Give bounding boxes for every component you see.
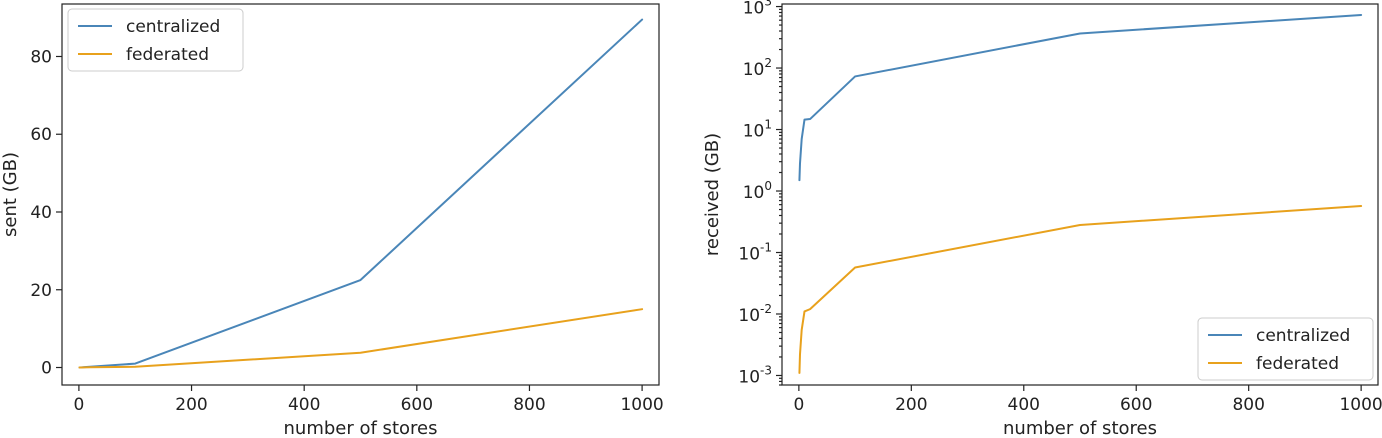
right-y-tick-label: 10-3	[738, 363, 772, 387]
right-x-tick-label: 600	[1120, 395, 1152, 415]
right-legend-label-centralized: centralized	[1256, 326, 1350, 346]
left-legend: centralized federated	[67, 8, 244, 72]
right-x-tick-label: 0	[793, 395, 804, 415]
right-legend-label-federated: federated	[1256, 354, 1339, 374]
right-y-axis-label: received (GB)	[702, 133, 723, 256]
right-y-tick-label: 10-2	[738, 302, 772, 326]
left-y-tick-label: 40	[30, 203, 52, 223]
right-y-tick-label: 100	[743, 179, 772, 203]
right-series-line-centralized	[798, 13, 1363, 182]
right-chart-panel: 0 200 400 600 800 1000 10-3 10-2 10-1 100 101 102 10…	[702, 0, 1382, 438]
right-legend-box	[1197, 317, 1374, 381]
right-y-tick-label: 103	[743, 0, 772, 19]
left-y-tick-label: 80	[30, 47, 52, 67]
left-series-line-federated	[78, 308, 644, 369]
left-x-tick-label: 800	[513, 395, 545, 415]
left-legend-box	[67, 8, 244, 72]
left-x-tick-label: 0	[73, 395, 84, 415]
right-x-tick-label: 200	[895, 395, 927, 415]
right-x-tick-label: 1000	[1339, 395, 1382, 415]
left-series-line-centralized	[78, 18, 644, 369]
left-x-tick-label: 600	[401, 395, 433, 415]
left-x-tick-label: 400	[288, 395, 320, 415]
right-y-tick-label: 10-1	[738, 240, 772, 264]
right-y-tick-label: 101	[743, 118, 772, 142]
right-plot-frame	[781, 3, 1379, 386]
left-x-tick-label: 1000	[620, 395, 663, 415]
left-legend-label-federated: federated	[126, 45, 209, 65]
right-series-line-federated	[798, 205, 1363, 374]
right-x-axis-label: number of stores	[1003, 418, 1157, 438]
left-y-axis-label: sent (GB)	[0, 152, 21, 237]
left-x-tick-label: 200	[175, 395, 207, 415]
right-x-tick-label: 800	[1232, 395, 1264, 415]
left-y-tick-label: 60	[30, 125, 52, 145]
left-y-tick-label: 0	[41, 359, 52, 379]
left-chart-panel: 0 200 400 600 800 1000 0 20 40 60 80 number of stor…	[0, 3, 664, 438]
left-y-tick-label: 20	[30, 281, 52, 301]
right-legend: centralized federated	[1197, 317, 1374, 381]
right-x-tick-label: 400	[1008, 395, 1040, 415]
right-y-tick-label: 102	[743, 56, 772, 80]
left-plot-frame	[61, 3, 660, 386]
left-legend-label-centralized: centralized	[126, 17, 220, 37]
left-x-axis-label: number of stores	[284, 418, 438, 438]
